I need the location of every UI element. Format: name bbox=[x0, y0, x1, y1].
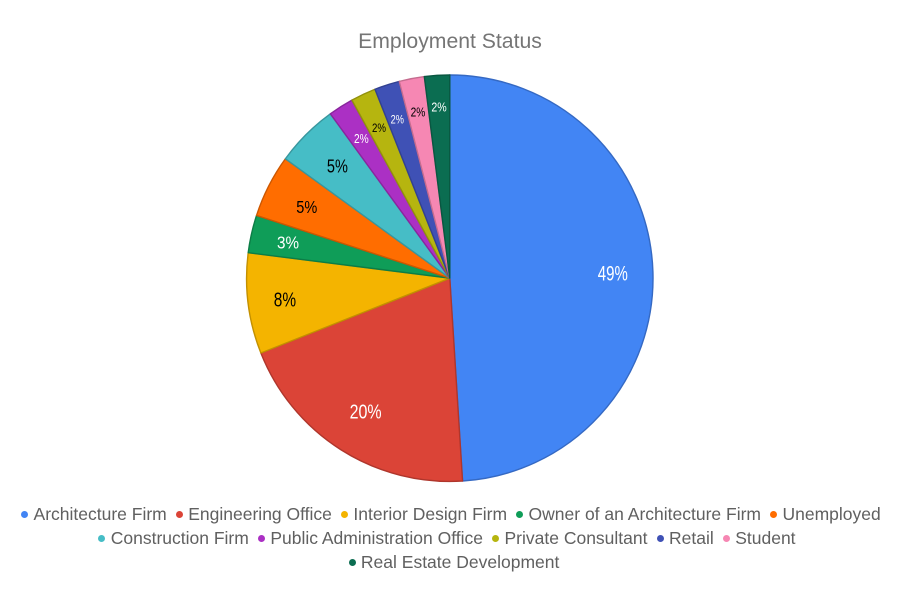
svg-text:2%: 2% bbox=[431, 101, 446, 115]
svg-text:2%: 2% bbox=[411, 105, 426, 119]
svg-text:20%: 20% bbox=[350, 401, 382, 423]
svg-text:2%: 2% bbox=[372, 121, 386, 135]
svg-text:2%: 2% bbox=[391, 112, 404, 126]
svg-text:5%: 5% bbox=[296, 197, 317, 217]
svg-text:5%: 5% bbox=[327, 155, 348, 176]
svg-text:3%: 3% bbox=[277, 233, 299, 253]
svg-text:49%: 49% bbox=[598, 261, 628, 285]
svg-text:8%: 8% bbox=[274, 289, 296, 312]
svg-text:2%: 2% bbox=[354, 132, 369, 146]
